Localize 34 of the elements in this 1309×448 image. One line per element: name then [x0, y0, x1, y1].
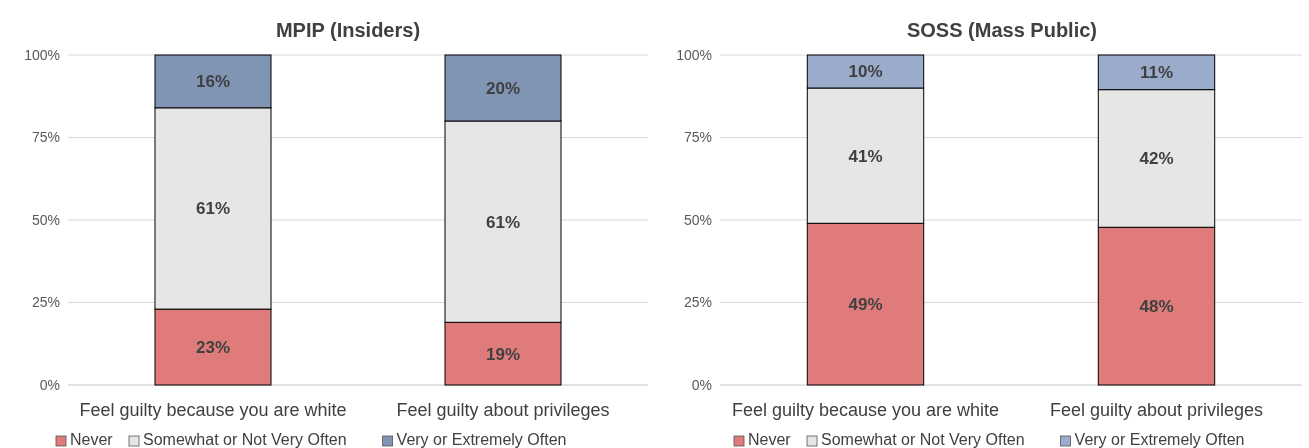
y-tick-label: 0% [39, 376, 60, 393]
data-label: 20% [485, 78, 521, 98]
y-tick-label: 100% [676, 46, 712, 63]
data-label: 11% [1139, 63, 1174, 83]
x-tick-label: Feel guilty about privileges [1049, 400, 1264, 420]
chart-title: MPIP (Insiders) [275, 19, 421, 41]
y-tick-label: 50% [683, 211, 712, 228]
chart-title: SOSS (Mass Public) [906, 19, 1098, 41]
y-tick-label: 50% [31, 211, 60, 228]
x-tick-label: Feel guilty about privileges [396, 400, 610, 420]
data-label: 42% [1139, 149, 1174, 169]
x-tick-label: Feel guilty because you are white [79, 400, 347, 420]
y-tick-label: 75% [31, 129, 60, 146]
legend-label: Very or Extremely Often [396, 431, 567, 448]
data-label: 61% [195, 199, 231, 219]
data-label: 23% [195, 338, 231, 357]
y-tick-label: 25% [683, 294, 712, 311]
y-tick-label: 0% [691, 376, 712, 393]
y-tick-label: 75% [683, 129, 712, 146]
y-tick-label: 25% [31, 294, 60, 311]
data-label: 16% [195, 72, 231, 92]
legend-label: Very or Extremely Often [1074, 431, 1245, 448]
data-label: 49% [848, 295, 883, 315]
x-tick-label: Feel guilty because you are white [731, 400, 1000, 420]
legend-label: Somewhat or Not Very Often [821, 431, 1025, 448]
data-label: 19% [485, 344, 521, 364]
legend-label: Never [748, 431, 792, 448]
data-label: 10% [848, 62, 883, 82]
data-label: 61% [485, 212, 521, 232]
legend-label: Somewhat or Not Very Often [143, 431, 347, 448]
legend-label: Never [70, 431, 114, 448]
data-label: 48% [1139, 297, 1174, 317]
data-label: 41% [848, 146, 883, 166]
y-tick-label: 100% [24, 46, 60, 63]
